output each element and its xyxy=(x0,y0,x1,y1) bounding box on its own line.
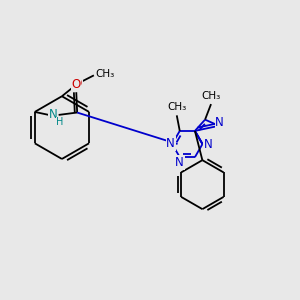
Text: N: N xyxy=(215,116,224,129)
Text: H: H xyxy=(56,117,64,128)
Text: CH₃: CH₃ xyxy=(167,102,186,112)
Text: N: N xyxy=(203,137,212,151)
Text: O: O xyxy=(72,78,81,91)
Text: O: O xyxy=(73,77,82,90)
Text: N: N xyxy=(176,156,184,169)
Text: CH₃: CH₃ xyxy=(96,69,115,79)
Text: CH₃: CH₃ xyxy=(201,91,221,101)
Text: N: N xyxy=(166,137,175,150)
Text: N: N xyxy=(49,108,58,122)
